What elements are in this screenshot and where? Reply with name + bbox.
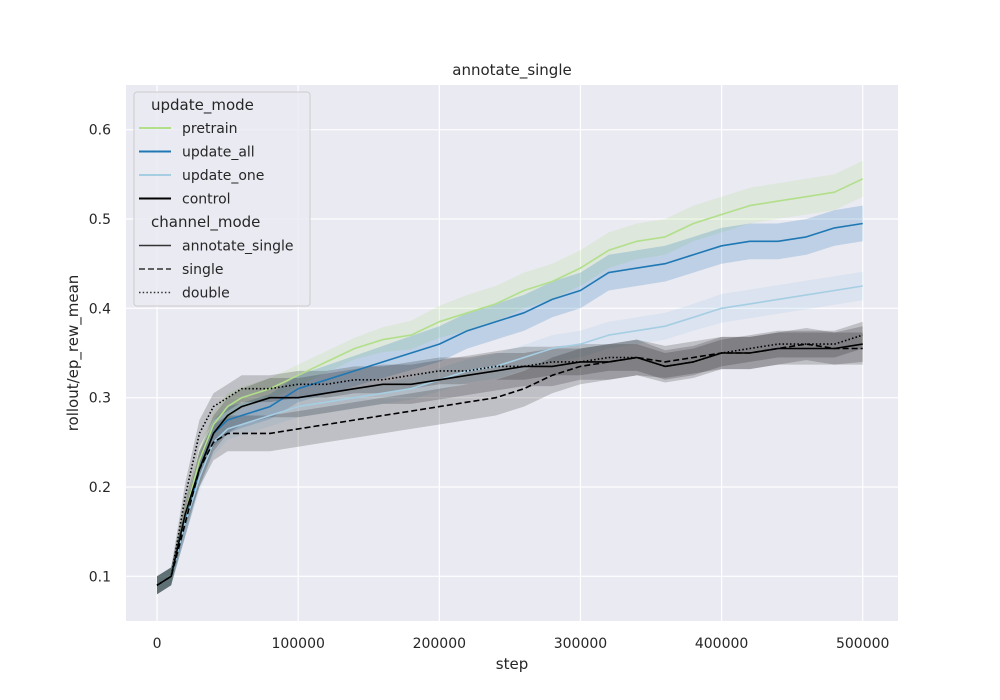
y-axis-label: rollout/ep_rew_mean: [64, 275, 83, 432]
y-tick-label: 0.2: [89, 480, 111, 496]
band-control-single: [157, 328, 863, 595]
legend-label-double: double: [182, 286, 230, 302]
y-tick-label: 0.4: [89, 301, 111, 317]
series-line-pretrain-annotate_single: [156, 178, 864, 586]
chart-title: annotate_single: [452, 61, 571, 80]
x-axis-label: step: [496, 655, 528, 673]
legend-heading-channel-mode: channel_mode: [151, 213, 260, 232]
x-tick-label: 400000: [695, 636, 748, 652]
legend-label-update_one: update_one: [182, 168, 264, 184]
y-tick-label: 0.5: [89, 212, 111, 228]
band-control-double: [157, 321, 863, 595]
series-lines: [156, 178, 864, 586]
band-update_all-annotate_single: [157, 205, 863, 595]
y-tick-label: 0.6: [89, 123, 111, 139]
x-tick-label: 200000: [413, 636, 466, 652]
legend-label-update_all: update_all: [182, 145, 255, 161]
grid-lines: [126, 85, 898, 621]
series-line-update_all-annotate_single: [156, 222, 863, 586]
y-axis-ticks: 0.1 0.2 0.3 0.4 0.5 0.6: [89, 123, 111, 586]
x-tick-label: 100000: [271, 636, 324, 652]
x-tick-label: 0: [153, 636, 162, 652]
legend: update_mode pretrain update_all update_onec…: [133, 91, 311, 307]
legend-label-pretrain: pretrain: [182, 121, 238, 137]
x-tick-label: 500000: [836, 636, 889, 652]
band-update_one-annotate_single: [157, 271, 863, 595]
x-axis-ticks: 0 100000 200000 300000 400000 500000: [153, 636, 890, 652]
legend-label-control: control: [182, 192, 231, 208]
legend-label-annotate_single: annotate_single: [182, 239, 294, 255]
legend-label-single: single: [182, 262, 223, 278]
confidence-bands: [157, 160, 863, 595]
band-control-annotate_single: [157, 326, 863, 595]
band-pretrain-annotate_single: [157, 160, 863, 595]
legend-heading-update-mode: update_mode: [151, 96, 254, 115]
y-tick-label: 0.3: [89, 391, 111, 407]
x-tick-label: 300000: [554, 636, 607, 652]
series-line-update_one-annotate_single: [156, 285, 863, 586]
legend-items: update_mode pretrain update_all update_onec…: [139, 96, 294, 302]
y-tick-label: 0.1: [89, 569, 111, 585]
legend-box: [133, 91, 311, 307]
series-line-control-double: [156, 334, 863, 586]
series-line-control-single: [156, 343, 863, 586]
